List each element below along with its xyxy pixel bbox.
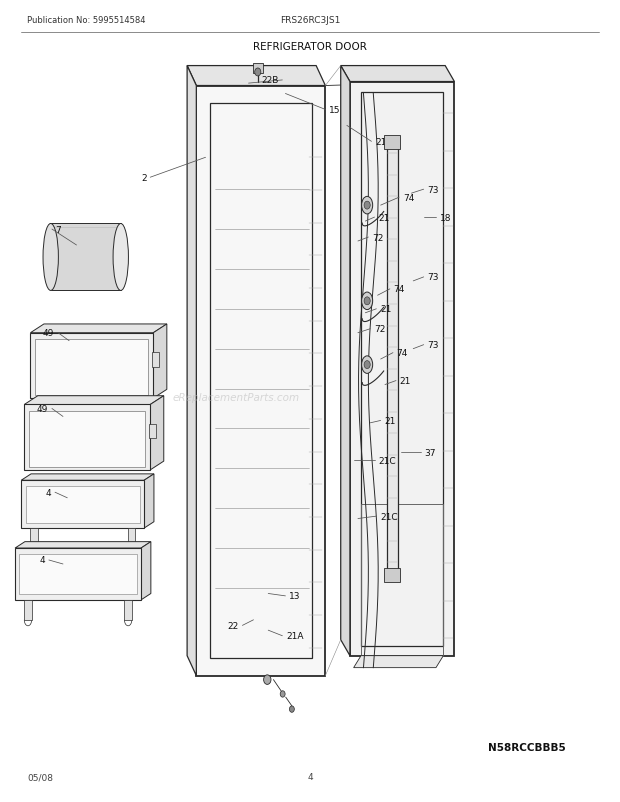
Text: 18: 18 [440,213,451,222]
Text: 21C: 21C [375,138,392,147]
Bar [152,353,159,367]
Text: 21: 21 [384,416,396,425]
Polygon shape [29,411,145,467]
Text: 21: 21 [400,377,411,386]
Text: 74: 74 [403,193,414,202]
Ellipse shape [113,225,128,291]
Polygon shape [125,600,132,620]
Ellipse shape [43,225,58,291]
Polygon shape [128,529,135,549]
Text: 05/08: 05/08 [27,772,53,781]
Polygon shape [15,549,141,600]
Circle shape [364,361,370,369]
Text: 15: 15 [329,106,340,115]
Text: 21: 21 [378,213,389,222]
Text: 4: 4 [307,772,313,781]
Text: 73: 73 [427,273,439,282]
Text: 72: 72 [374,325,385,334]
Circle shape [290,706,294,712]
Text: 73: 73 [427,341,439,350]
Polygon shape [19,554,137,594]
Text: 2: 2 [141,173,146,183]
Polygon shape [21,474,154,480]
Polygon shape [30,529,38,549]
Polygon shape [24,405,150,470]
Polygon shape [144,474,154,529]
Text: 74: 74 [397,349,408,358]
Text: 7: 7 [56,225,61,234]
Bar [384,136,401,150]
Text: 49: 49 [43,329,55,338]
Text: 49: 49 [37,404,48,414]
Polygon shape [15,542,151,549]
Bar [149,424,156,439]
Polygon shape [21,480,144,529]
Circle shape [264,675,271,685]
Polygon shape [141,542,151,600]
Text: 37: 37 [424,448,436,457]
Polygon shape [387,142,398,576]
Polygon shape [197,87,326,676]
Circle shape [280,691,285,697]
Polygon shape [30,325,167,334]
Text: 22: 22 [228,621,239,630]
Polygon shape [51,225,121,291]
Text: 4: 4 [46,488,51,497]
Polygon shape [24,600,32,620]
Text: REFRIGERATOR DOOR: REFRIGERATOR DOOR [253,42,367,51]
Text: 21C: 21C [380,512,397,521]
Text: FRS26RC3JS1: FRS26RC3JS1 [280,16,340,25]
Text: 4: 4 [40,556,45,565]
Text: Publication No: 5995514584: Publication No: 5995514584 [27,16,146,25]
Polygon shape [150,396,164,470]
Polygon shape [153,325,167,399]
Polygon shape [35,340,148,395]
Ellipse shape [361,293,373,310]
Text: eReplacementParts.com: eReplacementParts.com [173,392,300,402]
Polygon shape [341,67,454,83]
Polygon shape [353,656,443,668]
Circle shape [364,202,370,210]
Bar [253,64,263,74]
Polygon shape [350,83,454,656]
Text: 22B: 22B [261,76,278,85]
Polygon shape [24,396,164,405]
Bar [384,569,401,582]
Text: 13: 13 [289,592,301,601]
Text: 72: 72 [372,233,383,242]
Polygon shape [187,67,326,87]
Polygon shape [25,486,140,523]
Polygon shape [187,67,197,676]
Circle shape [364,298,370,306]
Text: 21A: 21A [286,631,304,641]
Ellipse shape [361,356,373,374]
Text: N58RCCBBB5: N58RCCBBB5 [488,743,566,752]
Polygon shape [30,334,153,399]
Circle shape [255,69,261,77]
Text: 21: 21 [380,305,391,314]
Ellipse shape [361,197,373,215]
Text: 74: 74 [394,285,405,294]
Text: 73: 73 [427,185,439,194]
Text: 21C: 21C [378,456,396,465]
Polygon shape [341,67,350,656]
